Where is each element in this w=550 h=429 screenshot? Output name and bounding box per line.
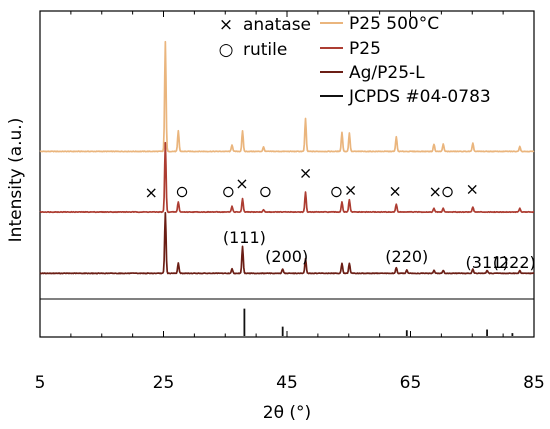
anatase-marker: ×: [466, 180, 479, 199]
anatase-marker: ×: [299, 163, 312, 182]
anatase-marker: ×: [235, 174, 248, 193]
x-tick-label: 5: [35, 373, 46, 393]
x-tick-label: 25: [153, 373, 175, 393]
legend-label-jcpds: JCPDS #04-0783: [348, 87, 491, 107]
hkl-label: (200): [265, 247, 308, 266]
hkl-labels: (111)(200) (220) (311)(222): [223, 228, 536, 272]
series-layer: [39, 40, 535, 336]
hkl-label: (220): [385, 247, 428, 266]
rutile-marker: [442, 186, 453, 198]
anatase-legend-label: anatase: [243, 15, 311, 35]
rutile-legend-label: rutile: [243, 40, 287, 60]
anatase-marker: ×: [344, 180, 357, 199]
legend-label-p25-500: P25 500°C: [349, 14, 439, 34]
anatase-marker: ×: [144, 183, 157, 202]
series-line: [39, 141, 535, 214]
series-line: [39, 211, 535, 275]
legend-label-p25: P25: [349, 39, 381, 59]
phase-markers: × × × × × × ×: [144, 163, 479, 202]
rutile-marker: [223, 186, 234, 198]
hkl-label: (222): [493, 253, 536, 272]
anatase-marker: ×: [388, 181, 401, 200]
anatase-legend-symbol: ×: [219, 15, 233, 35]
series-line: [39, 40, 535, 153]
legend-label-ag-p25-l: Ag/P25-L: [349, 63, 425, 83]
x-tick-label: 45: [276, 373, 298, 393]
x-axis-ticks: 5 25 45 65 85: [35, 11, 545, 393]
x-axis-label: 2θ (°): [263, 403, 311, 423]
anatase-marker: ×: [428, 182, 441, 201]
series-legend: P25 500°C P25 Ag/P25-L JCPDS #04-0783: [320, 14, 491, 107]
x-tick-label: 85: [523, 373, 545, 393]
rutile-marker: [176, 186, 188, 198]
hkl-label: (111): [223, 228, 266, 247]
x-tick-label: 65: [400, 373, 422, 393]
marker-legend: × anatase ○ rutile: [219, 15, 311, 60]
rutile-legend-symbol: ○: [219, 40, 234, 60]
hkl-label: (311): [466, 253, 509, 272]
y-axis-label: Intensity (a.u.): [6, 118, 26, 243]
rutile-marker: [260, 186, 271, 198]
rutile-marker: [331, 186, 342, 198]
